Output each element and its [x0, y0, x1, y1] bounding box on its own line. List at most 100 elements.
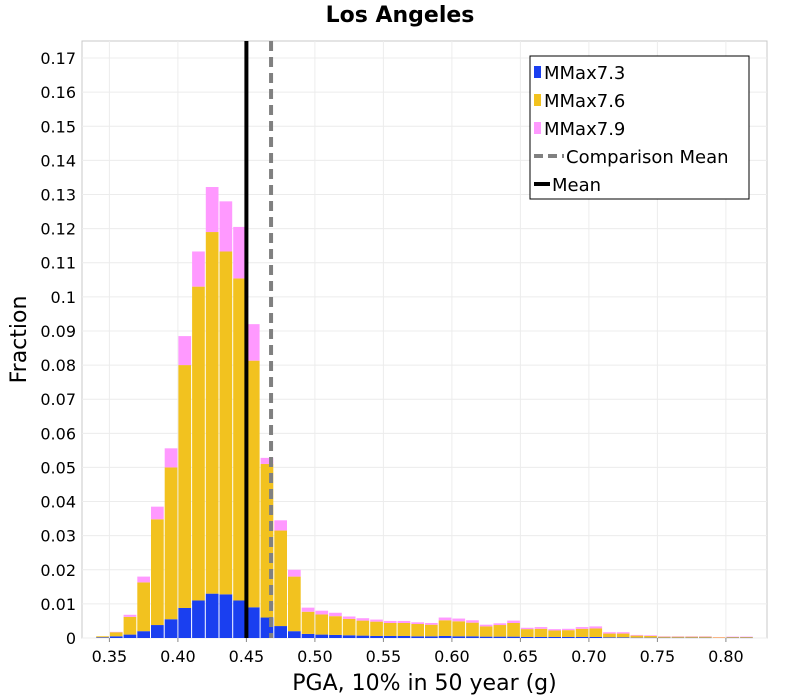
bar-mmax7-3: [356, 635, 370, 638]
bar-mmax7-6: [493, 625, 507, 637]
bar-mmax7-3: [548, 636, 561, 638]
bar-mmax7-3: [575, 636, 589, 638]
y-tick-label: 0.05: [40, 458, 76, 477]
bar-mmax7-3: [246, 607, 260, 638]
bar-mmax7-3: [192, 600, 205, 638]
bar-mmax7-3: [589, 636, 603, 638]
x-axis-ticks: 0.35 0.40 0.45 0.50 0.55 0.60 0.65 0.70 0.75 0.80: [92, 638, 744, 666]
bar-mmax7-9: [603, 632, 616, 634]
x-tick-label: 0.55: [366, 647, 402, 666]
bar-mmax7-3: [603, 637, 616, 638]
bar-mmax7-6: [123, 616, 137, 635]
x-tick-label: 0.40: [160, 647, 196, 666]
bar-mmax7-9: [466, 620, 479, 623]
y-tick-label: 0.01: [40, 595, 76, 614]
bar-mmax7-6: [575, 628, 589, 637]
bar-mmax7-6: [616, 633, 630, 638]
bar-mmax7-3: [397, 635, 411, 638]
bar-mmax7-9: [383, 620, 397, 623]
bar-mmax7-9: [370, 619, 383, 622]
bar-mmax7-9: [233, 226, 246, 279]
bar-mmax7-9: [534, 627, 548, 629]
bar-mmax7-9: [246, 324, 260, 361]
bar-mmax7-3: [329, 634, 342, 638]
legend-swatch: [534, 66, 541, 78]
y-axis-ticks: 0 0.01 0.02 0.03 0.04 0.05 0.06 0.07 0.08 0.09 0.1…: [40, 49, 76, 648]
y-tick-label: 0.14: [40, 151, 76, 170]
bar-mmax7-9: [219, 201, 233, 252]
bar-mmax7-6: [548, 630, 561, 637]
bar-mmax7-6: [233, 278, 246, 601]
bar-mmax7-9: [137, 576, 150, 583]
bar-mmax7-9: [260, 457, 274, 465]
bar-mmax7-6: [603, 633, 616, 638]
bar-mmax7-6: [562, 630, 575, 637]
bar-mmax7-9: [205, 187, 219, 233]
bar-mmax7-9: [329, 612, 342, 617]
bar-mmax7-9: [644, 635, 657, 636]
bar-mmax7-3: [301, 633, 315, 638]
y-tick-label: 0: [66, 629, 76, 648]
bar-mmax7-6: [151, 519, 164, 626]
legend-label: Comparison Mean: [566, 147, 729, 168]
bar-mmax7-3: [205, 593, 219, 638]
bar-mmax7-9: [616, 632, 630, 634]
bar-mmax7-3: [123, 634, 137, 638]
bar-mmax7-6: [205, 232, 219, 594]
x-tick-label: 0.35: [92, 647, 128, 666]
legend-box: [529, 55, 750, 200]
bar-mmax7-9: [520, 627, 534, 630]
bar-mmax7-6: [644, 635, 657, 638]
y-tick-label: 0.06: [40, 424, 76, 443]
bar-mmax7-9: [164, 448, 178, 468]
bar-mmax7-3: [452, 636, 466, 638]
bar-mmax7-6: [589, 628, 603, 637]
bar-mmax7-6: [657, 636, 671, 638]
bar-mmax7-9: [315, 610, 329, 615]
y-tick-label: 0.11: [40, 254, 76, 273]
legend-swatch: [534, 94, 541, 106]
bar-mmax7-3: [219, 594, 233, 638]
x-tick-label: 0.50: [297, 647, 333, 666]
bar-mmax7-6: [411, 624, 424, 637]
bar-mmax7-9: [575, 627, 589, 629]
bar-mmax7-6: [685, 636, 698, 638]
bar-mmax7-9: [562, 628, 575, 631]
bar-mmax7-6: [370, 621, 383, 636]
bar-mmax7-3: [178, 607, 192, 638]
bar-mmax7-9: [192, 251, 205, 287]
legend-label: MMax7.3: [544, 63, 625, 84]
chart-title: Los Angeles: [326, 3, 475, 28]
bar-mmax7-6: [178, 365, 192, 608]
bar-mmax7-6: [342, 618, 356, 636]
bars: [96, 187, 753, 639]
bar-mmax7-6: [630, 635, 644, 638]
y-tick-label: 0.03: [40, 527, 76, 546]
bar-mmax7-9: [151, 506, 164, 520]
bar-mmax7-3: [151, 625, 164, 638]
bar-mmax7-6: [383, 622, 397, 636]
legend-label: Mean: [552, 175, 601, 196]
bar-mmax7-3: [507, 636, 520, 638]
bar-mmax7-3: [534, 636, 548, 638]
x-tick-label: 0.45: [229, 647, 265, 666]
bar-mmax7-3: [616, 637, 630, 638]
reference-lines: [244, 41, 274, 638]
bar-mmax7-3: [164, 619, 178, 638]
x-tick-label: 0.60: [434, 647, 470, 666]
bar-mmax7-9: [397, 620, 411, 623]
bar-mmax7-3: [288, 631, 301, 638]
bar-mmax7-9: [288, 569, 301, 577]
bar-mmax7-3: [479, 636, 493, 638]
bar-mmax7-6: [192, 286, 205, 601]
bar-mmax7-6: [288, 576, 301, 632]
bar-mmax7-6: [246, 360, 260, 608]
legend-label: MMax7.9: [544, 119, 625, 140]
bar-mmax7-3: [520, 636, 534, 638]
bar-mmax7-9: [630, 634, 644, 636]
bar-mmax7-9: [425, 622, 438, 625]
y-tick-label: 0.12: [40, 220, 76, 239]
bar-mmax7-3: [425, 636, 438, 638]
y-tick-label: 0.04: [40, 493, 76, 512]
x-tick-label: 0.65: [503, 647, 539, 666]
